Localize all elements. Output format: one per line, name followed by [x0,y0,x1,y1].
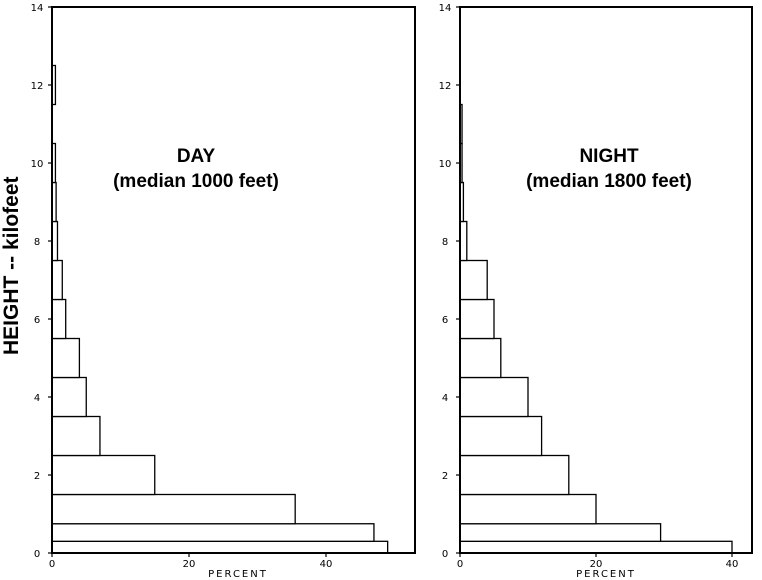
night-bar-8 [459,259,488,301]
night-x-tick-label-0: 0 [457,559,463,570]
night-plot-frame [459,6,753,554]
night-panel: NIGHT (median 1800 feet) PERCENT 0 2 4 6 8 10… [439,3,753,580]
day-y-tick-label-14: 14 [31,3,44,14]
night-y-tick-label-14: 14 [439,3,452,14]
night-bar-1 [459,523,662,542]
day-x-tick-label-40: 40 [320,559,333,570]
day-bar-7 [51,298,67,340]
day-bar-4 [51,415,101,457]
day-y-tick-label-12: 12 [31,81,44,92]
day-y-tick-label-4: 4 [34,393,40,404]
day-bar-5 [51,376,87,418]
night-y-tick-label-10: 10 [439,159,452,170]
day-bar-0 [51,540,389,554]
night-y-tick-label-2: 2 [442,471,448,482]
day-y-tick-label-10: 10 [31,159,44,170]
night-y-tick-label-4: 4 [442,393,448,404]
day-bar-6 [51,337,81,379]
day-y-tick-label-2: 2 [34,471,40,482]
night-y-tick-label-6: 6 [442,315,448,326]
night-x-axis-label: PERCENT [576,569,636,580]
day-bar-2 [51,493,296,525]
day-x-tick-label-20: 20 [183,559,196,570]
day-y-tick-label-8: 8 [34,237,40,248]
day-plot-frame [51,6,416,554]
night-panel-subtitle: (median 1800 feet) [526,171,692,192]
night-bar-5 [459,376,529,418]
night-y-tick-label-8: 8 [442,237,448,248]
night-y-tick-label-0: 0 [442,549,448,560]
night-panel-title: NIGHT [579,146,639,167]
night-bar-9 [459,220,468,262]
day-y-tick-label-0: 0 [34,549,40,560]
night-x-tick-label-40: 40 [726,559,739,570]
day-bar-3 [51,454,156,496]
night-bar-0 [459,540,733,554]
day-bar-1 [51,523,375,542]
night-x-tick-label-20: 20 [590,559,603,570]
day-x-tick-label-0: 0 [49,559,55,570]
day-x-axis-label: PERCENT [208,569,268,580]
day-panel-title: DAY [177,146,216,167]
day-panel-subtitle: (median 1000 feet) [113,171,279,192]
day-panel: DAY (median 1000 feet) PERCENT 0 2 4 6 8 10 12… [31,3,416,580]
night-bar-2 [459,493,597,525]
day-y-tick-label-6: 6 [34,315,40,326]
day-bar-8 [51,259,63,301]
night-y-tick-label-12: 12 [439,81,452,92]
night-bar-6 [459,337,502,379]
night-bar-7 [459,298,495,340]
night-bar-3 [459,454,570,496]
night-bar-4 [459,415,543,457]
